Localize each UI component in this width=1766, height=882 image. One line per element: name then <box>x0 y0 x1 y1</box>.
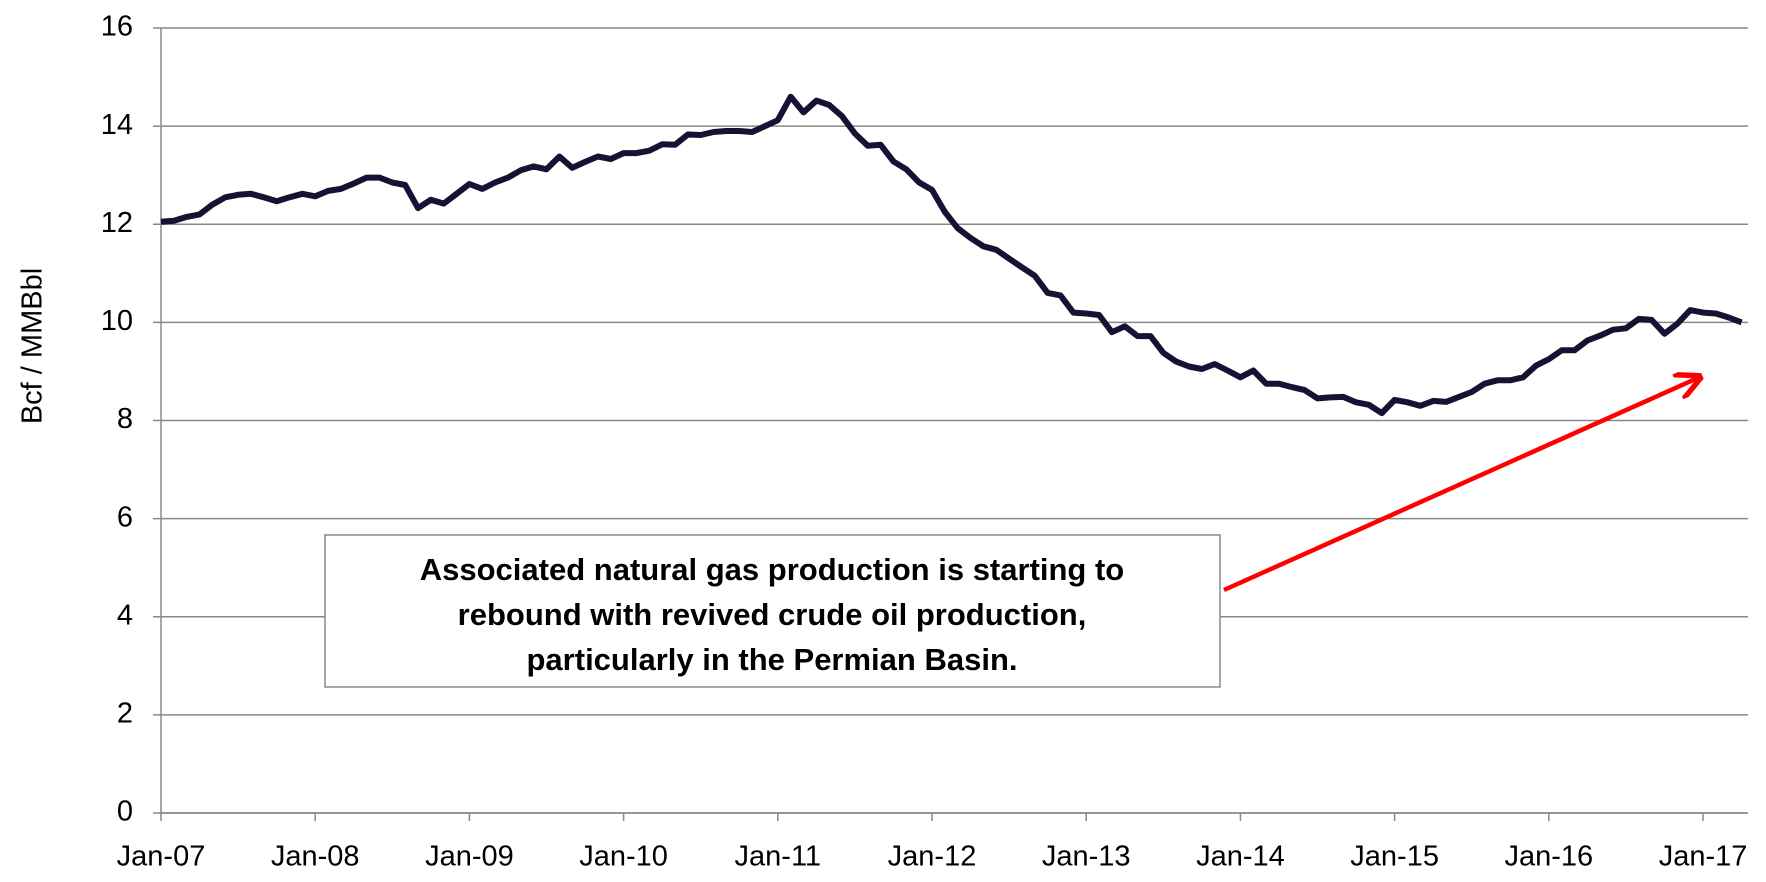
y-tick-label: 12 <box>101 207 133 239</box>
y-tick-label: 10 <box>101 305 133 337</box>
x-tick-label: Jan-17 <box>1659 841 1748 873</box>
annotation-line: particularly in the Permian Basin. <box>527 642 1018 677</box>
y-tick-label: 14 <box>101 109 133 141</box>
x-tick-label: Jan-11 <box>735 841 822 873</box>
x-tick-label: Jan-16 <box>1504 841 1593 873</box>
x-tick-label: Jan-09 <box>425 841 514 873</box>
x-tick-label: Jan-15 <box>1350 841 1439 873</box>
x-tick-label: Jan-08 <box>271 841 360 873</box>
x-tick-label: Jan-07 <box>117 841 206 873</box>
y-axis-label: Bcf / MMBbl <box>17 268 49 424</box>
annotation-line: rebound with revived crude oil productio… <box>458 597 1087 632</box>
y-tick-label: 8 <box>117 403 133 435</box>
x-tick-label: Jan-14 <box>1196 841 1285 873</box>
x-tick-label: Jan-12 <box>888 841 977 873</box>
x-tick-label: Jan-13 <box>1042 841 1131 873</box>
arrow <box>1223 377 1700 593</box>
grid: 0 2 4 6 8 10 12 14 16 Jan-07 Jan-08 Jan-09 Jan-10 Jan… <box>101 11 1748 873</box>
annotation-box <box>324 534 1221 688</box>
y-tick-label: 16 <box>101 11 133 43</box>
annotation-line: Associated natural gas production is sta… <box>420 552 1125 587</box>
data-line <box>160 93 1743 417</box>
y-tick-label: 2 <box>117 698 133 730</box>
x-tick-label: Jan-10 <box>579 841 668 873</box>
plot <box>160 93 1743 417</box>
y-tick-label: 6 <box>117 501 133 533</box>
y-tick-label: 0 <box>117 796 133 828</box>
y-tick-label: 4 <box>117 599 133 631</box>
